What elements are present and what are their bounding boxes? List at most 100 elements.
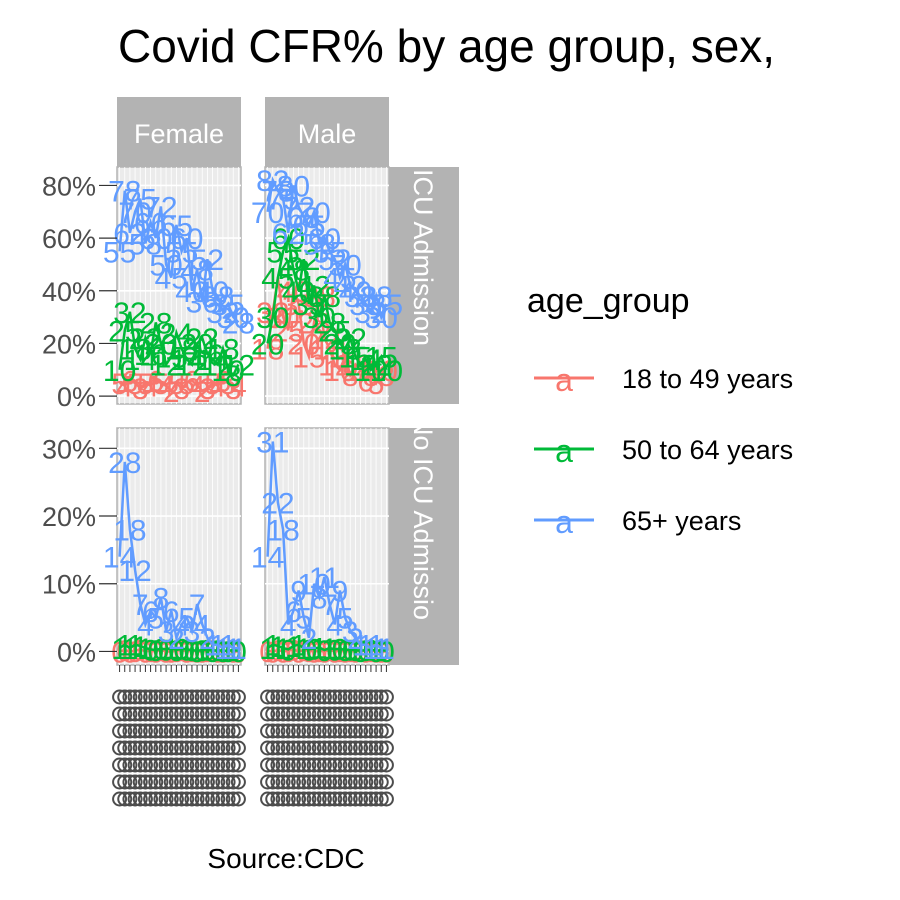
x-tick-label-glyph (291, 740, 307, 756)
y-tick-label: 60% (42, 224, 96, 254)
data-label: 28 (222, 307, 255, 340)
x-tick-label-glyph (260, 791, 276, 807)
data-label: 32 (113, 297, 146, 330)
data-label: 50 (328, 249, 361, 282)
x-tick-label-glyph (184, 791, 200, 807)
x-tick-label-glyph (225, 723, 241, 739)
strip-label-male: Male (298, 119, 357, 149)
x-tick-label-glyph (353, 791, 369, 807)
y-tick-label: 0% (57, 382, 96, 412)
data-label: 0 (173, 634, 190, 667)
data-label: 18 (113, 515, 146, 548)
x-tick-label-glyph (373, 774, 389, 790)
data-label: 0 (158, 634, 175, 667)
x-tick-label-glyph (260, 706, 276, 722)
x-tick-label-glyph (322, 740, 338, 756)
x-tick-label-glyph (275, 757, 291, 773)
strip-icu (389, 167, 459, 404)
x-tick-label-glyph (316, 774, 332, 790)
data-label: 1 (122, 633, 139, 666)
x-tick-label-glyph (306, 757, 322, 773)
panel-female-icu: 5465354654253564235465341025321814221628… (103, 166, 255, 409)
x-tick-label-glyph (179, 706, 195, 722)
data-label: 30 (217, 302, 250, 335)
x-tick-label-glyph (260, 740, 276, 756)
data-label: 42 (334, 271, 367, 304)
data-label: 8 (363, 360, 380, 393)
data-label: 1 (295, 633, 312, 666)
data-label: 1 (225, 633, 242, 666)
data-label: 4 (116, 371, 133, 404)
data-label: 60 (139, 223, 172, 256)
data-label: 0 (184, 635, 201, 668)
x-tick-label-glyph (117, 689, 133, 705)
data-label: 65 (292, 210, 325, 243)
data-label: 0 (280, 636, 297, 669)
x-tick-label-glyph (337, 740, 353, 756)
data-label: 10 (103, 355, 136, 388)
x-tick-label-glyph (275, 791, 291, 807)
x-tick-label-glyph (163, 757, 179, 773)
data-label: 31 (256, 427, 289, 460)
x-tick-label-glyph (306, 689, 322, 705)
x-tick-label-glyph (220, 706, 236, 722)
data-label: 14 (103, 542, 136, 575)
x-tick-label-glyph (179, 689, 195, 705)
x-tick-label-glyph (342, 740, 358, 756)
data-label: 16 (134, 339, 167, 372)
x-tick-label-glyph (179, 791, 195, 807)
x-tick-label-glyph (215, 774, 231, 790)
data-label: 12 (149, 350, 182, 383)
x-tick-label-glyph (220, 774, 236, 790)
data-label: 0 (363, 634, 380, 667)
data-label: 0 (337, 636, 354, 669)
x-tick-label-glyph (332, 723, 348, 739)
data-label: 8 (153, 582, 170, 615)
x-tick-label-glyph (210, 757, 226, 773)
series-line (119, 378, 239, 393)
x-tick-label-glyph (332, 757, 348, 773)
x-tick-label-glyph (143, 723, 159, 739)
x-tick-label-glyph (285, 757, 301, 773)
x-tick-label-glyph (225, 706, 241, 722)
x-tick-label-glyph (322, 689, 338, 705)
legend-key-glyph: a (555, 433, 573, 469)
x-tick-label-glyph (117, 791, 133, 807)
panel-male-no-icu: 0000000000000000000000001111011100101000… (251, 427, 395, 670)
data-label: 45 (323, 263, 356, 296)
x-tick-label-glyph (373, 689, 389, 705)
x-tick-label-glyph (342, 723, 358, 739)
data-label: 28 (108, 447, 141, 480)
x-tick-label-glyph (316, 706, 332, 722)
data-label: 0 (321, 635, 338, 668)
data-label: 1 (290, 630, 307, 663)
x-tick-label-glyph (265, 723, 281, 739)
x-tick-label-glyph (347, 740, 363, 756)
x-tick-label-glyph (368, 706, 384, 722)
x-tick-label-glyph (270, 740, 286, 756)
x-tick-label-glyph (174, 774, 190, 790)
data-label: 14 (124, 344, 157, 377)
data-label: 5 (220, 368, 237, 401)
x-tick-label-glyph (112, 791, 128, 807)
x-tick-label-glyph (163, 774, 179, 790)
x-tick-label-glyph (230, 774, 246, 790)
x-tick-label-glyph (158, 757, 174, 773)
x-tick-label-glyph (358, 689, 374, 705)
x-tick-label-glyph (301, 757, 317, 773)
x-tick-label-glyph (184, 723, 200, 739)
y-tick-label: 40% (42, 277, 96, 307)
x-tick-label-glyph (179, 757, 195, 773)
x-tick-label-glyph (260, 723, 276, 739)
y-tick-label: 0% (57, 637, 96, 667)
data-label: 32 (206, 297, 239, 330)
x-tick-label-glyph (353, 740, 369, 756)
data-label: 0 (337, 635, 354, 668)
x-tick-label-glyph (285, 706, 301, 722)
x-tick-label-glyph (230, 740, 246, 756)
data-label: 0 (295, 635, 312, 668)
data-label: 0 (137, 636, 154, 669)
data-label: 55 (266, 236, 299, 269)
data-label: 5 (368, 368, 385, 401)
data-label: 38 (359, 281, 392, 314)
